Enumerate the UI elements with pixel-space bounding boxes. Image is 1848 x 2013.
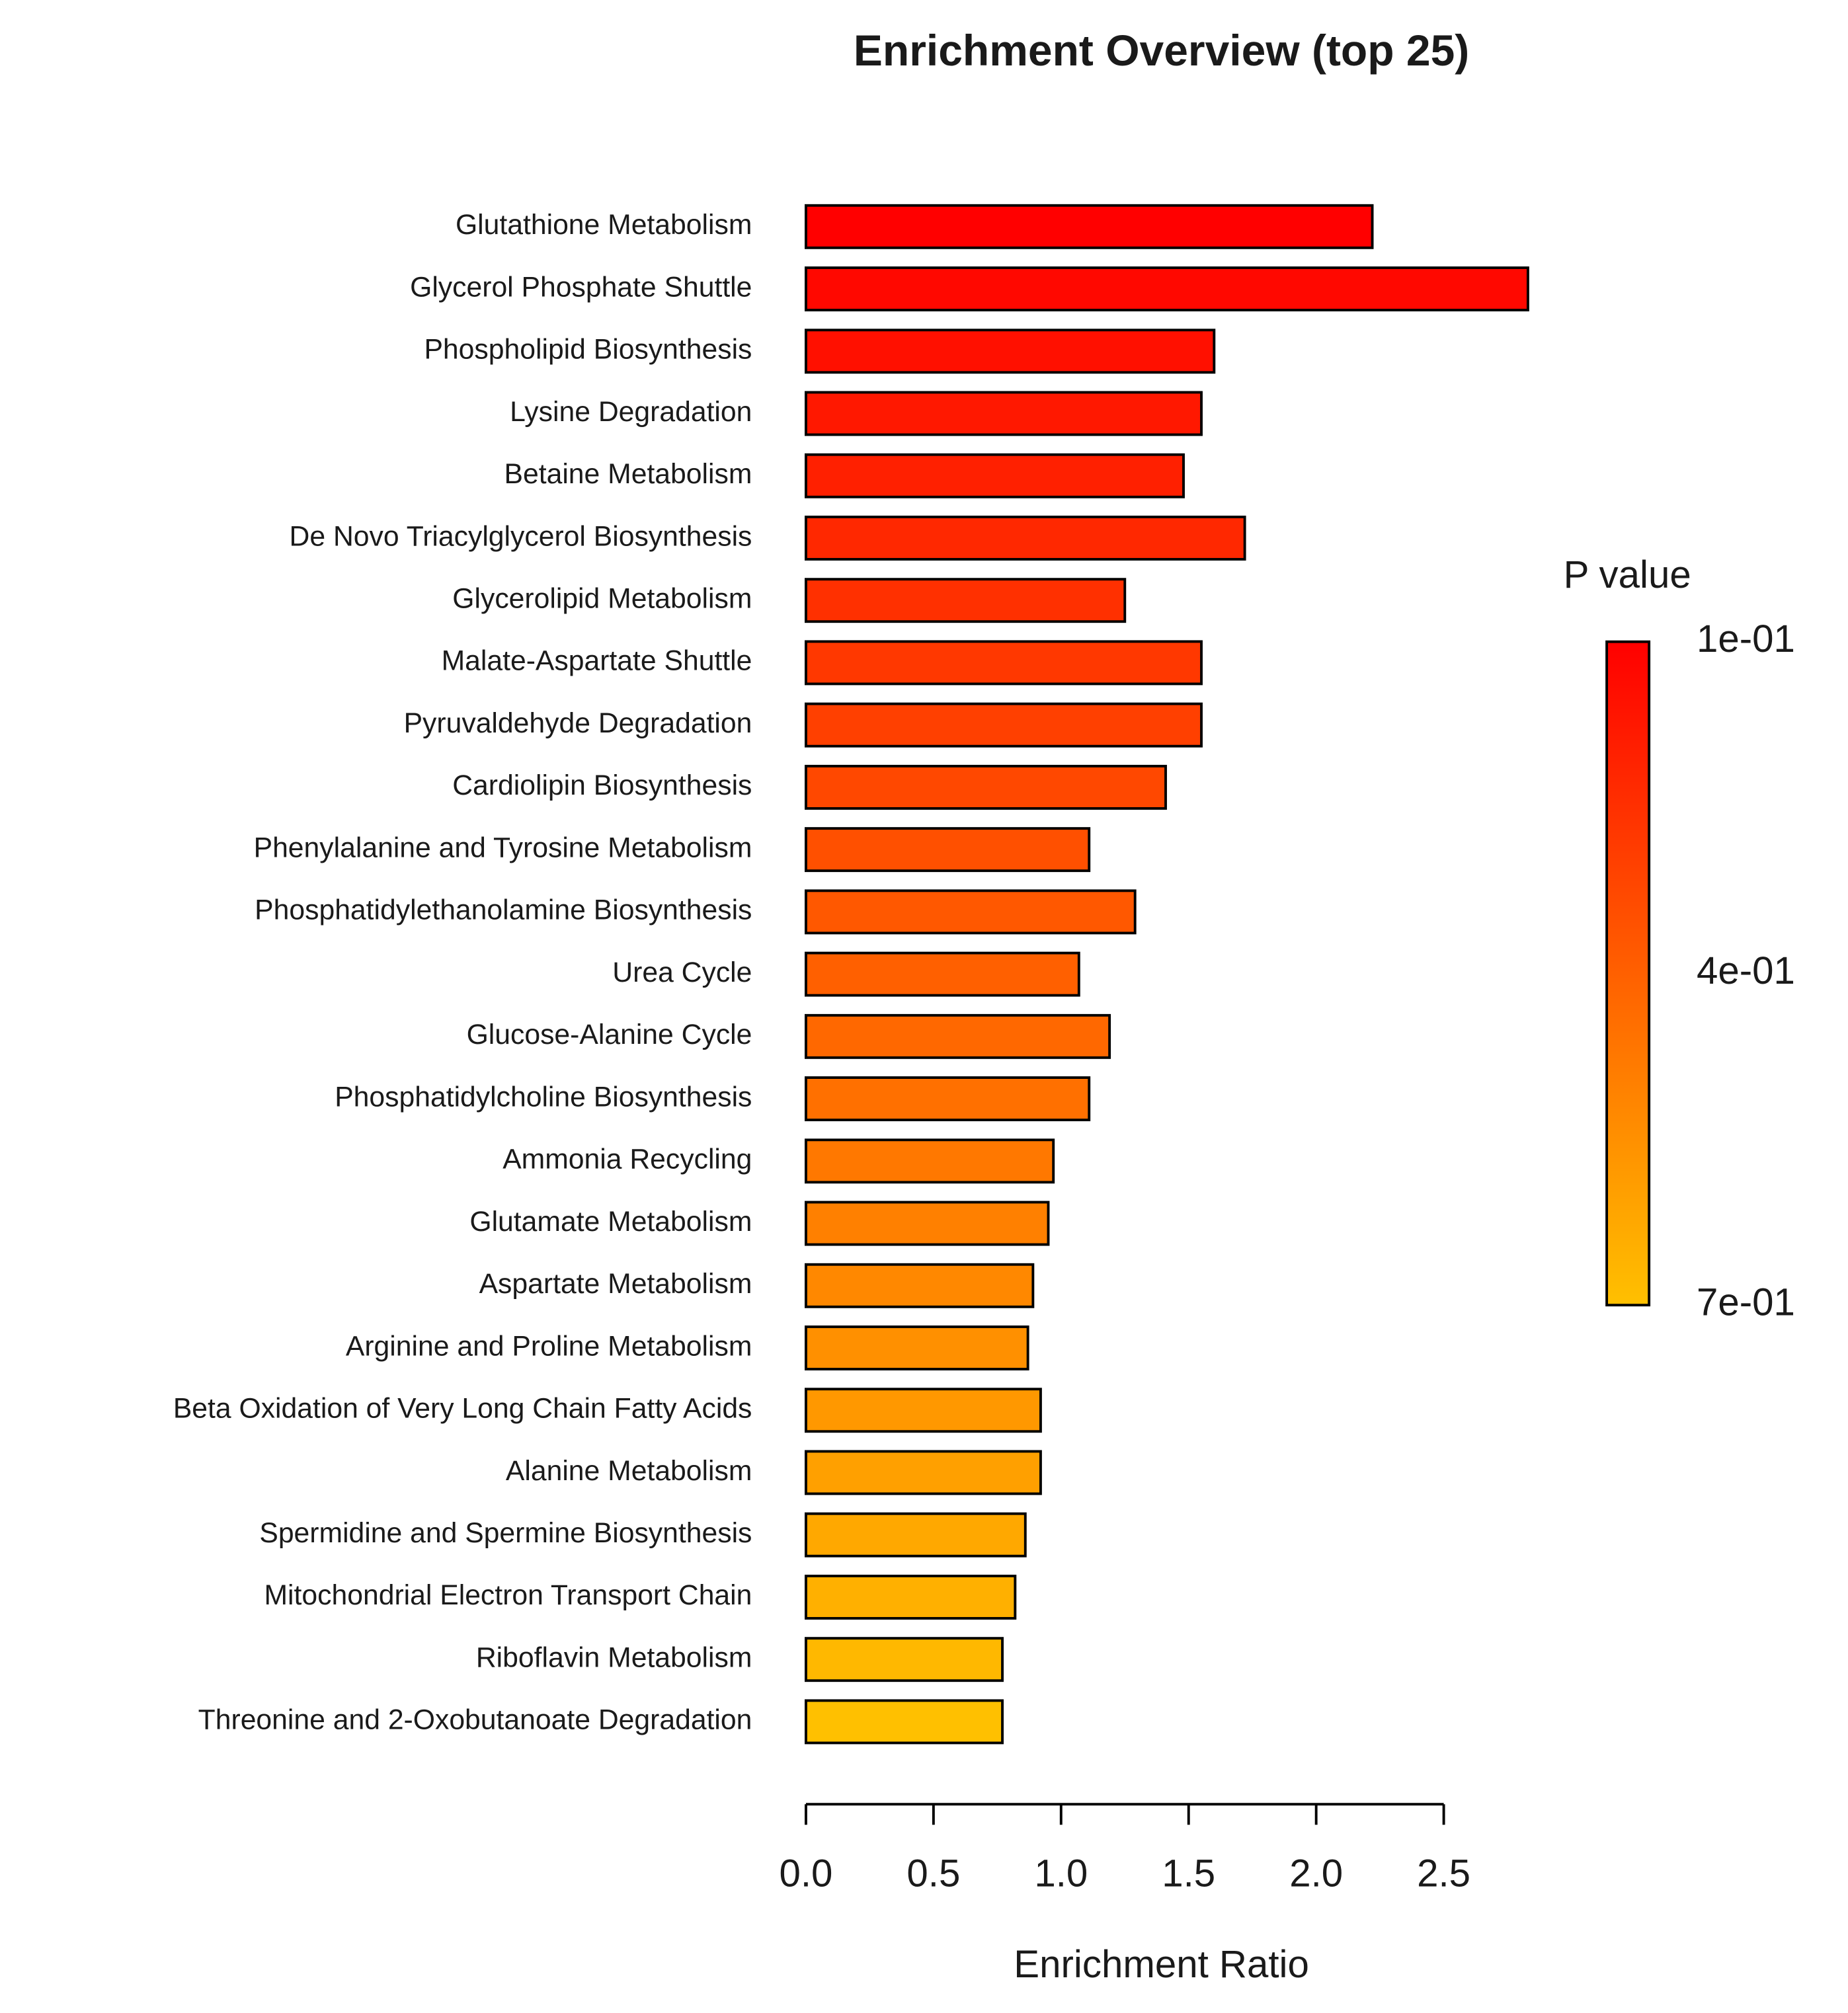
category-label: De Novo Triacylglycerol Biosynthesis — [290, 520, 752, 552]
category-label: Threonine and 2-Oxobutanoate Degradation — [198, 1704, 752, 1736]
x-tick-label: 1.0 — [1034, 1852, 1088, 1895]
bar — [804, 1013, 1111, 1059]
category-label: Phosphatidylethanolamine Biosynthesis — [255, 894, 752, 926]
bar — [804, 1637, 1004, 1682]
chart-title: Enrichment Overview (top 25) — [854, 26, 1469, 75]
bar — [804, 1263, 1035, 1308]
category-label: Glycerol Phosphate Shuttle — [410, 271, 752, 303]
colorbar — [1605, 640, 1651, 1307]
bar — [804, 453, 1185, 498]
bar — [804, 516, 1246, 561]
category-label: Glycerolipid Metabolism — [452, 582, 752, 614]
category-label: Lysine Degradation — [510, 396, 752, 428]
category-label: Beta Oxidation of Very Long Chain Fatty … — [173, 1393, 752, 1425]
category-label: Phosphatidylcholine Biosynthesis — [335, 1081, 752, 1113]
colorbar-tick-label: 1e-01 — [1697, 617, 1795, 660]
x-tick-label: 2.5 — [1417, 1852, 1470, 1895]
bar — [804, 702, 1203, 748]
bar — [804, 391, 1203, 436]
bar — [804, 1574, 1017, 1620]
category-label: Phospholipid Biosynthesis — [424, 334, 752, 366]
bar — [804, 640, 1203, 686]
colorbar-tick-label: 4e-01 — [1697, 949, 1795, 992]
bar — [804, 1076, 1091, 1122]
category-label: Cardiolipin Biosynthesis — [452, 770, 752, 801]
bar — [804, 204, 1374, 249]
category-label: Spermidine and Spermine Biosynthesis — [259, 1517, 752, 1549]
category-label: Malate-Aspartate Shuttle — [442, 645, 752, 677]
bar — [804, 266, 1529, 312]
bar — [804, 764, 1167, 810]
category-label: Alanine Metabolism — [506, 1455, 752, 1487]
category-label: Glucose-Alanine Cycle — [467, 1019, 752, 1050]
x-tick-label: 0.5 — [906, 1852, 960, 1895]
bar — [804, 1512, 1027, 1558]
colorbar-title: P value — [1564, 553, 1691, 596]
bar — [804, 1325, 1029, 1370]
category-label: Betaine Metabolism — [504, 458, 752, 490]
x-tick-label: 2.0 — [1289, 1852, 1343, 1895]
x-tick-label: 0.0 — [779, 1852, 832, 1895]
bar — [804, 1388, 1042, 1433]
category-label: Mitochondrial Electron Transport Chain — [264, 1579, 752, 1611]
bar — [804, 578, 1127, 623]
category-label: Aspartate Metabolism — [479, 1268, 752, 1300]
category-label: Phenylalanine and Tyrosine Metabolism — [254, 832, 752, 863]
category-label: Pyruvaldehyde Degradation — [404, 707, 752, 739]
category-label: Arginine and Proline Metabolism — [346, 1330, 752, 1362]
category-label: Riboflavin Metabolism — [476, 1641, 752, 1673]
x-axis-label: Enrichment Ratio — [1014, 1943, 1309, 1986]
bar — [804, 951, 1080, 997]
category-label: Glutamate Metabolism — [469, 1206, 752, 1238]
bar — [804, 1450, 1042, 1495]
bar — [804, 1138, 1055, 1184]
bar — [804, 889, 1137, 935]
bar — [804, 827, 1091, 873]
x-tick-label: 1.5 — [1162, 1852, 1215, 1895]
category-label: Urea Cycle — [612, 957, 752, 988]
colorbar-tick-label: 7e-01 — [1697, 1281, 1795, 1324]
bar — [804, 1201, 1050, 1246]
bar — [804, 329, 1216, 374]
category-label: Glutathione Metabolism — [456, 209, 752, 241]
bar — [804, 1699, 1004, 1745]
category-label: Ammonia Recycling — [502, 1144, 752, 1175]
